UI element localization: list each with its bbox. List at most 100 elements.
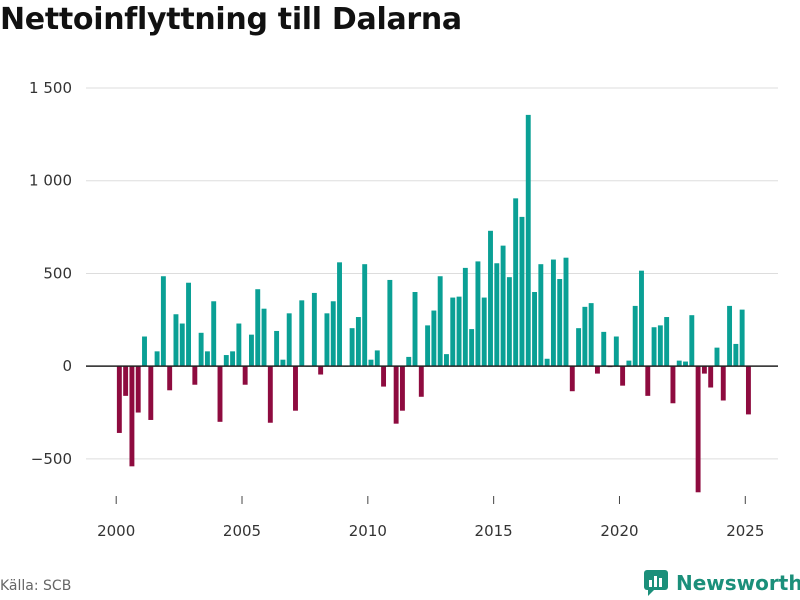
bar	[689, 315, 695, 367]
bar	[211, 301, 217, 367]
bar	[248, 334, 254, 367]
bar	[318, 366, 324, 375]
bar	[657, 325, 663, 367]
bar	[588, 303, 594, 367]
bar	[639, 270, 644, 367]
bar	[217, 366, 223, 422]
bar	[412, 292, 418, 367]
bar	[160, 276, 166, 367]
x-axis: 2000 2005 2010 2015 2020 2025	[86, 365, 778, 540]
bar	[299, 300, 305, 367]
x-tick-label: 2005	[223, 522, 261, 540]
bar	[450, 297, 456, 367]
bar	[620, 366, 626, 386]
bar	[626, 360, 632, 367]
bar	[286, 313, 292, 367]
bar	[192, 366, 198, 385]
bar	[563, 257, 569, 367]
bar	[393, 366, 399, 424]
bar	[236, 323, 242, 367]
bar	[601, 331, 607, 367]
bar	[525, 114, 531, 367]
bar	[462, 267, 468, 367]
bar	[223, 355, 229, 367]
bar	[116, 366, 122, 433]
bar	[576, 328, 582, 367]
bar	[632, 305, 638, 367]
x-tick-label: 2025	[726, 522, 764, 540]
bar	[437, 276, 443, 367]
bar	[708, 366, 714, 388]
y-tick-label: −500	[31, 450, 72, 468]
bar	[337, 262, 342, 367]
bar	[362, 264, 368, 367]
bar	[645, 366, 651, 396]
bar	[198, 332, 204, 367]
bar	[720, 366, 726, 401]
bar	[481, 297, 487, 367]
bar	[154, 351, 160, 367]
bar	[444, 354, 449, 367]
y-tick-label: 500	[43, 264, 72, 282]
bar	[469, 329, 475, 367]
bar	[129, 366, 135, 467]
newsworthy-logo-icon	[644, 570, 668, 596]
gridlines	[86, 87, 778, 460]
y-tick-label: 1 000	[29, 172, 72, 190]
bar	[613, 336, 619, 367]
bar	[355, 317, 361, 367]
bar	[733, 343, 739, 367]
bar	[179, 323, 185, 367]
bar	[500, 245, 506, 367]
bar	[532, 292, 537, 367]
bar	[330, 301, 336, 367]
bar	[186, 282, 191, 367]
y-axis-labels: −500 0 500 1 000 1 500	[29, 79, 72, 468]
bar	[123, 366, 129, 396]
bar	[557, 279, 563, 367]
bar	[230, 351, 236, 367]
bar	[399, 366, 405, 411]
bar	[255, 289, 261, 367]
bar	[683, 361, 688, 367]
bars	[116, 114, 751, 493]
bar	[311, 292, 317, 367]
bar	[701, 366, 707, 374]
newsworthy-logo-text: Newsworthy	[676, 571, 800, 595]
bar	[513, 198, 519, 367]
bar	[519, 216, 525, 367]
bar	[569, 366, 575, 392]
y-tick-label: 1 500	[29, 79, 72, 97]
bar	[173, 314, 179, 367]
x-tick-label: 2000	[97, 522, 135, 540]
bar	[425, 325, 431, 367]
bar	[324, 313, 330, 367]
bar	[135, 366, 141, 413]
y-tick-label: 0	[62, 357, 72, 375]
bar	[204, 351, 210, 367]
newsworthy-logo[interactable]: Newsworthy	[644, 568, 800, 598]
bar	[538, 264, 544, 367]
bar	[544, 358, 550, 367]
bar	[494, 263, 500, 367]
bar	[488, 230, 493, 367]
bar	[406, 356, 412, 367]
bar	[594, 366, 600, 374]
bar	[293, 366, 298, 411]
x-tick-label: 2010	[349, 522, 387, 540]
chart-title: Nettoinflyttning till Dalarna	[0, 2, 462, 37]
bar	[374, 350, 380, 367]
source-label: Källa: SCB	[0, 578, 72, 594]
bar	[664, 317, 670, 367]
bar	[582, 306, 588, 367]
bar	[676, 360, 682, 367]
bar	[274, 330, 280, 367]
bar	[142, 336, 147, 367]
bar	[695, 366, 701, 493]
bar	[506, 277, 512, 367]
bar	[280, 359, 286, 367]
bar	[148, 366, 154, 420]
bar	[475, 261, 481, 367]
bar	[550, 259, 556, 367]
